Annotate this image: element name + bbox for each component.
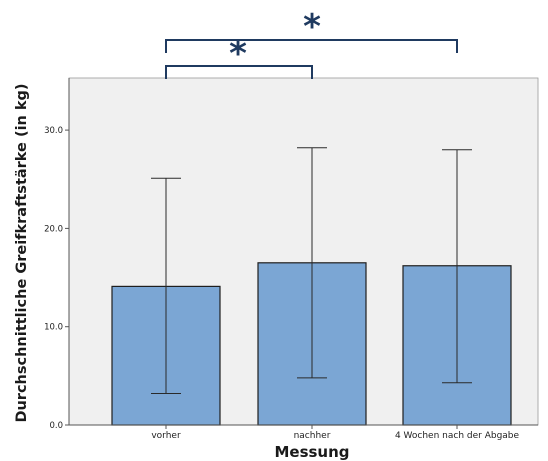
y-axis: 0.0 10.0 20.0 30.0 bbox=[44, 78, 70, 431]
significance-star-1: * bbox=[229, 34, 247, 74]
significance-brackets: ** bbox=[165, 7, 458, 79]
significance-bracket-1 bbox=[165, 65, 313, 79]
y-tick-label-3: 20.0 bbox=[44, 224, 63, 234]
error-bars-group bbox=[151, 147, 472, 395]
y-tick-label-4: 30.0 bbox=[44, 126, 63, 136]
significance-bracket-2 bbox=[165, 39, 458, 53]
x-tick-label-1: vorher bbox=[151, 431, 181, 441]
x-axis: vorher nachher 4 Wochen nach der Abgabe bbox=[69, 424, 538, 441]
y-tick-label-1: 0.0 bbox=[49, 421, 63, 431]
significance-star-2: * bbox=[303, 7, 321, 47]
x-tick-label-2: nachher bbox=[294, 431, 331, 441]
y-tick-label-2: 10.0 bbox=[44, 323, 63, 333]
x-axis-title: Messung bbox=[274, 443, 349, 461]
x-tick-label-3: 4 Wochen nach der Abgabe bbox=[395, 431, 520, 441]
y-axis-title: Durchschnittliche Greifkraftstärke (in k… bbox=[14, 83, 30, 422]
